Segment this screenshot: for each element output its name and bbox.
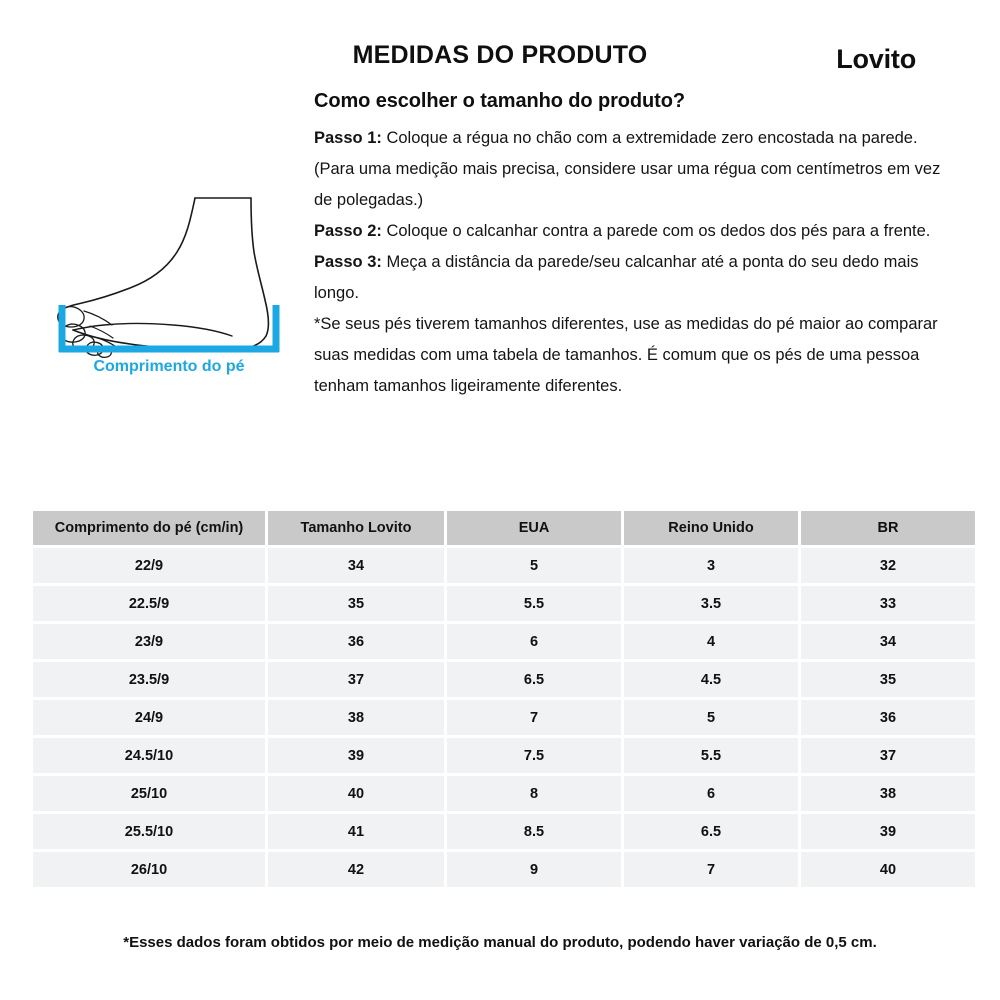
table-cell: 4.5 <box>624 662 798 697</box>
table-cell: 9 <box>447 852 621 887</box>
table-row: 24/9 38 7 5 36 <box>33 700 975 735</box>
table-cell: 7 <box>447 700 621 735</box>
instructions-note: *Se seus pés tiverem tamanhos diferentes… <box>314 315 938 395</box>
table-cell: 39 <box>268 738 444 773</box>
step-2-label: Passo 2: <box>314 222 382 240</box>
table-header-cell: EUA <box>447 511 621 545</box>
brand-logo: Lovito <box>836 44 916 74</box>
table-cell: 24.5/10 <box>33 738 265 773</box>
table-cell: 41 <box>268 814 444 849</box>
table-header-row: Comprimento do pé (cm/in) Tamanho Lovito… <box>33 511 975 545</box>
table-cell: 7.5 <box>447 738 621 773</box>
instruction-step-2: Passo 2: Coloque o calcanhar contra a pa… <box>314 216 954 247</box>
table-row: 22/9 34 5 3 32 <box>33 548 975 583</box>
table-cell: 36 <box>268 624 444 659</box>
table-row: 26/10 42 9 7 40 <box>33 852 975 887</box>
table-cell: 39 <box>801 814 975 849</box>
table-row: 24.5/10 39 7.5 5.5 37 <box>33 738 975 773</box>
foot-outline-icon <box>57 197 270 359</box>
table-cell: 36 <box>801 700 975 735</box>
measurement-bracket-icon <box>58 305 280 353</box>
table-header-cell: BR <box>801 511 975 545</box>
table-header-cell: Reino Unido <box>624 511 798 545</box>
table-header-cell: Comprimento do pé (cm/in) <box>33 511 265 545</box>
table-body: 22/9 34 5 3 32 22.5/9 35 5.5 3.5 33 23/9 36 6 4 34 23.5… <box>33 548 975 887</box>
table-cell: 34 <box>268 548 444 583</box>
table-cell: 23/9 <box>33 624 265 659</box>
table-cell: 5.5 <box>624 738 798 773</box>
instructions-heading: Como escolher o tamanho do produto? <box>314 90 685 112</box>
table-cell: 38 <box>268 700 444 735</box>
table-cell: 25.5/10 <box>33 814 265 849</box>
table-cell: 6.5 <box>447 662 621 697</box>
table-cell: 32 <box>801 548 975 583</box>
table-cell: 6.5 <box>624 814 798 849</box>
instruction-step-1: Passo 1: Coloque a régua no chão com a e… <box>314 123 954 216</box>
table-cell: 40 <box>801 852 975 887</box>
step-1-label: Passo 1: <box>314 129 382 147</box>
table-cell: 40 <box>268 776 444 811</box>
table-cell: 37 <box>801 738 975 773</box>
table-row: 23.5/9 37 6.5 4.5 35 <box>33 662 975 697</box>
step-2-text: Coloque o calcanhar contra a parede com … <box>381 222 931 240</box>
table-cell: 8.5 <box>447 814 621 849</box>
table-cell: 7 <box>624 852 798 887</box>
table-row: 23/9 36 6 4 34 <box>33 624 975 659</box>
page-title: MEDIDAS DO PRODUTO <box>352 41 648 69</box>
instructions-block: Como escolher o tamanho do produto? Pass… <box>314 90 954 402</box>
instruction-step-3: Passo 3: Meça a distância da parede/seu … <box>314 247 954 309</box>
table-cell: 35 <box>268 586 444 621</box>
size-chart-table: Comprimento do pé (cm/in) Tamanho Lovito… <box>30 508 978 890</box>
foot-length-label: Comprimento do pé <box>93 358 245 375</box>
step-3-label: Passo 3: <box>314 253 382 271</box>
table-cell: 26/10 <box>33 852 265 887</box>
table-cell: 38 <box>801 776 975 811</box>
table-cell: 25/10 <box>33 776 265 811</box>
table-cell: 42 <box>268 852 444 887</box>
table-cell: 6 <box>447 624 621 659</box>
table-cell: 4 <box>624 624 798 659</box>
table-cell: 8 <box>447 776 621 811</box>
step-3-text: Meça a distância da parede/seu calcanhar… <box>314 253 919 302</box>
table-cell: 37 <box>268 662 444 697</box>
footer-note: *Esses dados foram obtidos por meio de m… <box>123 934 877 951</box>
table-cell: 5 <box>624 700 798 735</box>
step-1-text: Coloque a régua no chão com a extremidad… <box>314 129 941 209</box>
table-row: 25/10 40 8 6 38 <box>33 776 975 811</box>
table-cell: 22/9 <box>33 548 265 583</box>
table-cell: 33 <box>801 586 975 621</box>
table-cell: 5.5 <box>447 586 621 621</box>
table-cell: 35 <box>801 662 975 697</box>
table-cell: 6 <box>624 776 798 811</box>
table-row: 25.5/10 41 8.5 6.5 39 <box>33 814 975 849</box>
table-cell: 23.5/9 <box>33 662 265 697</box>
table-cell: 24/9 <box>33 700 265 735</box>
table-cell: 22.5/9 <box>33 586 265 621</box>
table-cell: 3.5 <box>624 586 798 621</box>
table-row: 22.5/9 35 5.5 3.5 33 <box>33 586 975 621</box>
table-header-cell: Tamanho Lovito <box>268 511 444 545</box>
foot-measurement-diagram: Comprimento do pé <box>38 178 300 390</box>
table-cell: 5 <box>447 548 621 583</box>
table-cell: 3 <box>624 548 798 583</box>
table-cell: 34 <box>801 624 975 659</box>
